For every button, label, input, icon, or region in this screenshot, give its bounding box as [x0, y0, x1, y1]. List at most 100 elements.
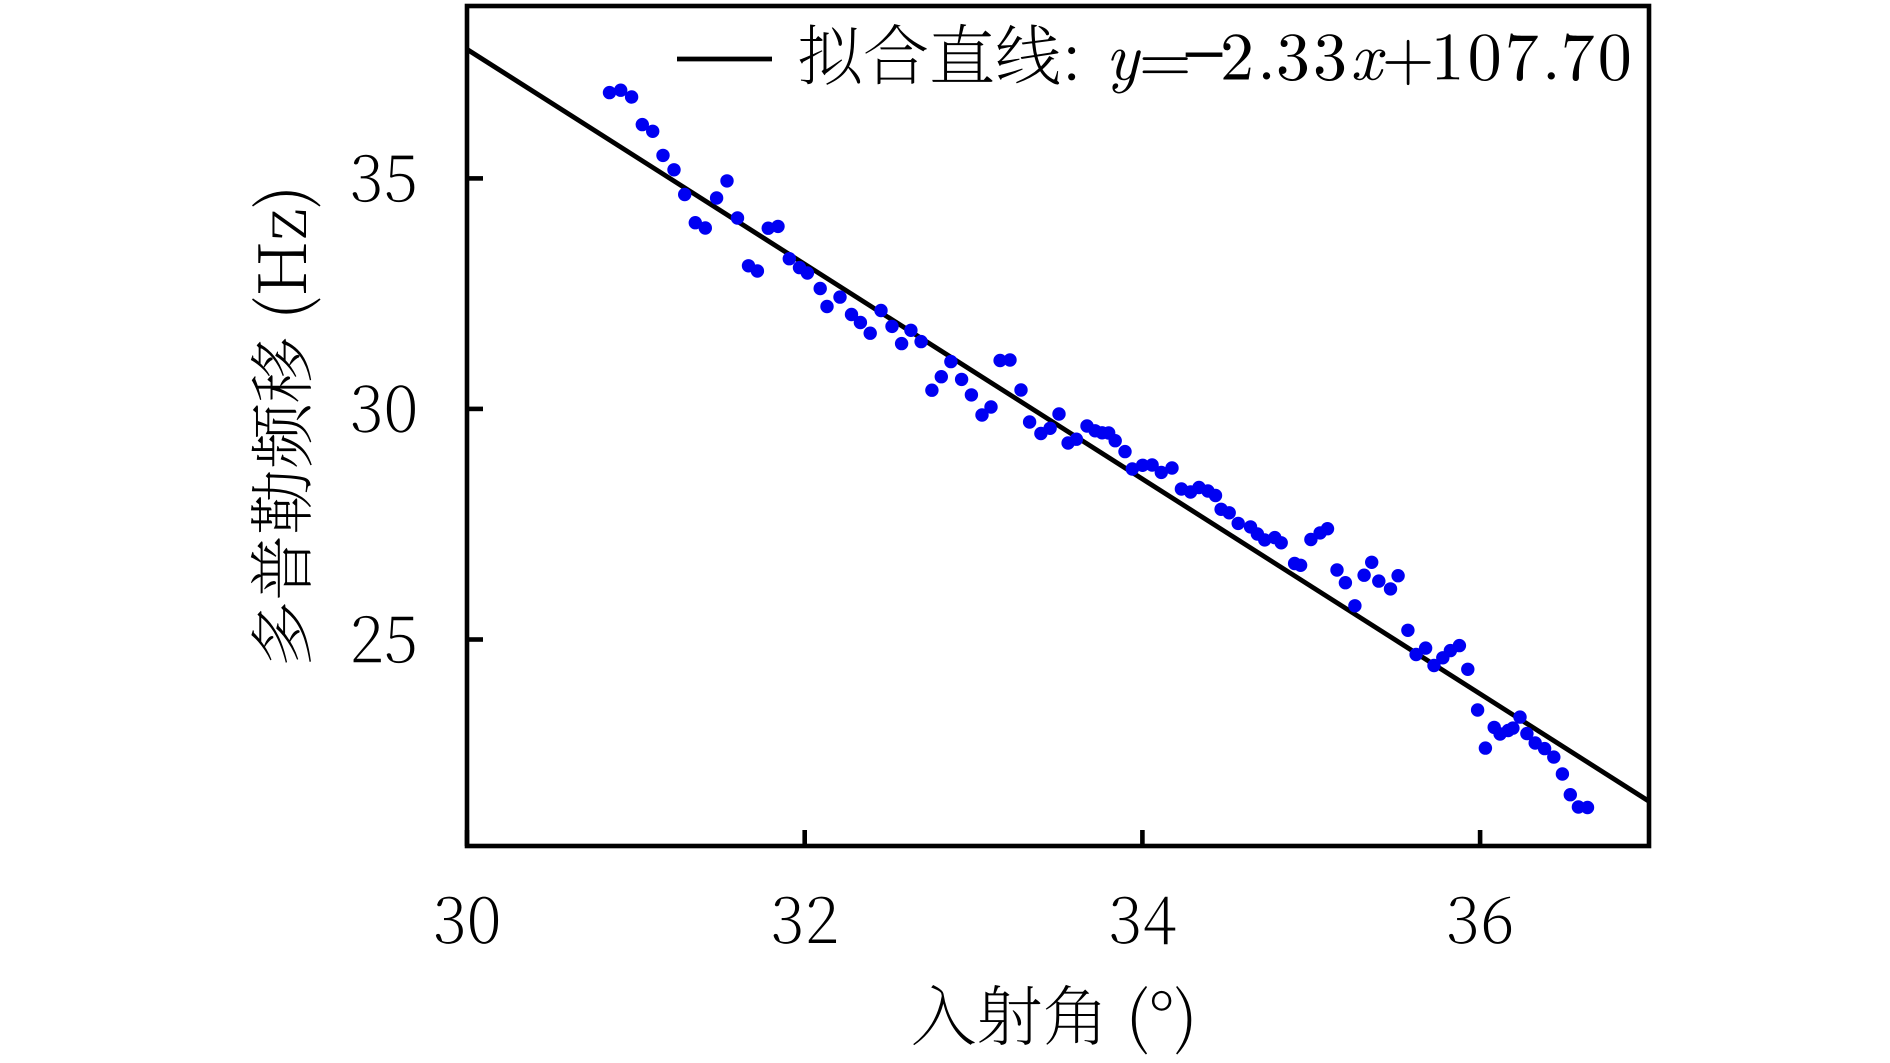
data-point [678, 187, 692, 202]
data-point [863, 326, 877, 340]
data-point [771, 219, 785, 234]
glyph-= [1142, 57, 1188, 74]
glyph-线 [997, 24, 1060, 85]
glyph-7 [1564, 33, 1594, 81]
glyph-+ [1385, 39, 1431, 86]
data-point [1108, 434, 1122, 448]
glyph-入 [913, 984, 975, 1046]
data-point [813, 281, 827, 296]
data-point [602, 85, 617, 100]
data-point [1125, 462, 1140, 476]
y-tick-label-25 [353, 615, 415, 664]
glyph-x [1353, 49, 1386, 81]
data-point [1383, 582, 1398, 596]
data-point [1513, 710, 1527, 724]
data-point [904, 323, 918, 337]
legend-label [799, 23, 1630, 94]
axes-frame [464, 3, 1652, 849]
glyph-( [1131, 986, 1148, 1055]
glyph-合 [865, 23, 927, 85]
data-point [820, 299, 834, 314]
glyph-3 [352, 385, 380, 433]
glyph-2 [808, 896, 837, 943]
data-point [1357, 568, 1371, 582]
data-point [833, 290, 847, 304]
data-point [1365, 555, 1379, 569]
data-point [1118, 444, 1132, 459]
data-point [1154, 465, 1169, 480]
data-point [874, 303, 888, 318]
data-point [894, 336, 909, 351]
glyph-2 [353, 615, 381, 663]
data-point [934, 370, 948, 384]
data-point [667, 163, 681, 177]
data-point [614, 83, 628, 97]
data-point [1052, 407, 1066, 421]
data-point [1563, 788, 1578, 802]
data-point [656, 148, 670, 163]
data-point [1258, 533, 1272, 547]
legend [677, 23, 1630, 94]
glyph-3 [435, 896, 463, 944]
glyph-− [1185, 52, 1223, 57]
data-point [709, 191, 724, 205]
glyph-2 [1223, 34, 1251, 80]
y-tick-label-35 [352, 154, 415, 203]
glyph-( [252, 298, 321, 314]
data-point [1372, 574, 1386, 588]
glyph-) [252, 191, 321, 207]
glyph-角 [1045, 984, 1101, 1045]
data-point [688, 216, 702, 230]
x-tick-label-34 [1111, 896, 1176, 945]
glyph-5 [386, 155, 415, 203]
data-point [844, 307, 859, 322]
data-point [1470, 703, 1485, 717]
data-point [1330, 563, 1344, 577]
axis-ticks [464, 176, 1483, 846]
fit-line [465, 47, 1651, 804]
data-point [1348, 599, 1362, 613]
data-point [1145, 458, 1159, 472]
data-point [1418, 641, 1433, 655]
glyph-7 [1508, 33, 1538, 81]
data-point [1391, 569, 1405, 583]
x-axis-title [913, 984, 1192, 1055]
y-tick-labels [352, 154, 415, 664]
data-point [925, 383, 939, 397]
y-axis-title-rotator [250, 191, 321, 663]
glyph-直 [932, 23, 993, 82]
data-point [1135, 458, 1150, 472]
data-point [1555, 767, 1570, 781]
data-point [1208, 488, 1223, 503]
data-point [1537, 741, 1552, 756]
data-point [1069, 432, 1084, 446]
glyph-3 [1448, 896, 1476, 944]
data-point [624, 90, 639, 104]
data-point [730, 211, 745, 225]
data-point [1401, 623, 1415, 637]
glyph-3 [352, 154, 380, 203]
glyph-3 [1111, 896, 1139, 944]
data-point [1461, 662, 1475, 676]
data-point [1043, 421, 1057, 435]
glyph-频 [251, 405, 312, 467]
glyph-拟 [799, 24, 861, 85]
data-point [698, 221, 712, 235]
glyph-. [1262, 72, 1271, 80]
data-point [944, 354, 958, 369]
data-point [993, 353, 1007, 368]
glyph-6 [1483, 896, 1512, 944]
y-tick-label-30 [352, 385, 415, 433]
data-point [975, 408, 989, 422]
data-point [1520, 726, 1534, 741]
data-point [1231, 516, 1245, 531]
data-point [635, 117, 649, 132]
data-point [1320, 522, 1335, 536]
data-point [1547, 750, 1561, 764]
x-tick-label-36 [1448, 896, 1512, 944]
data-point [1409, 647, 1423, 662]
glyph-H [258, 244, 306, 293]
data-point [1165, 461, 1179, 475]
